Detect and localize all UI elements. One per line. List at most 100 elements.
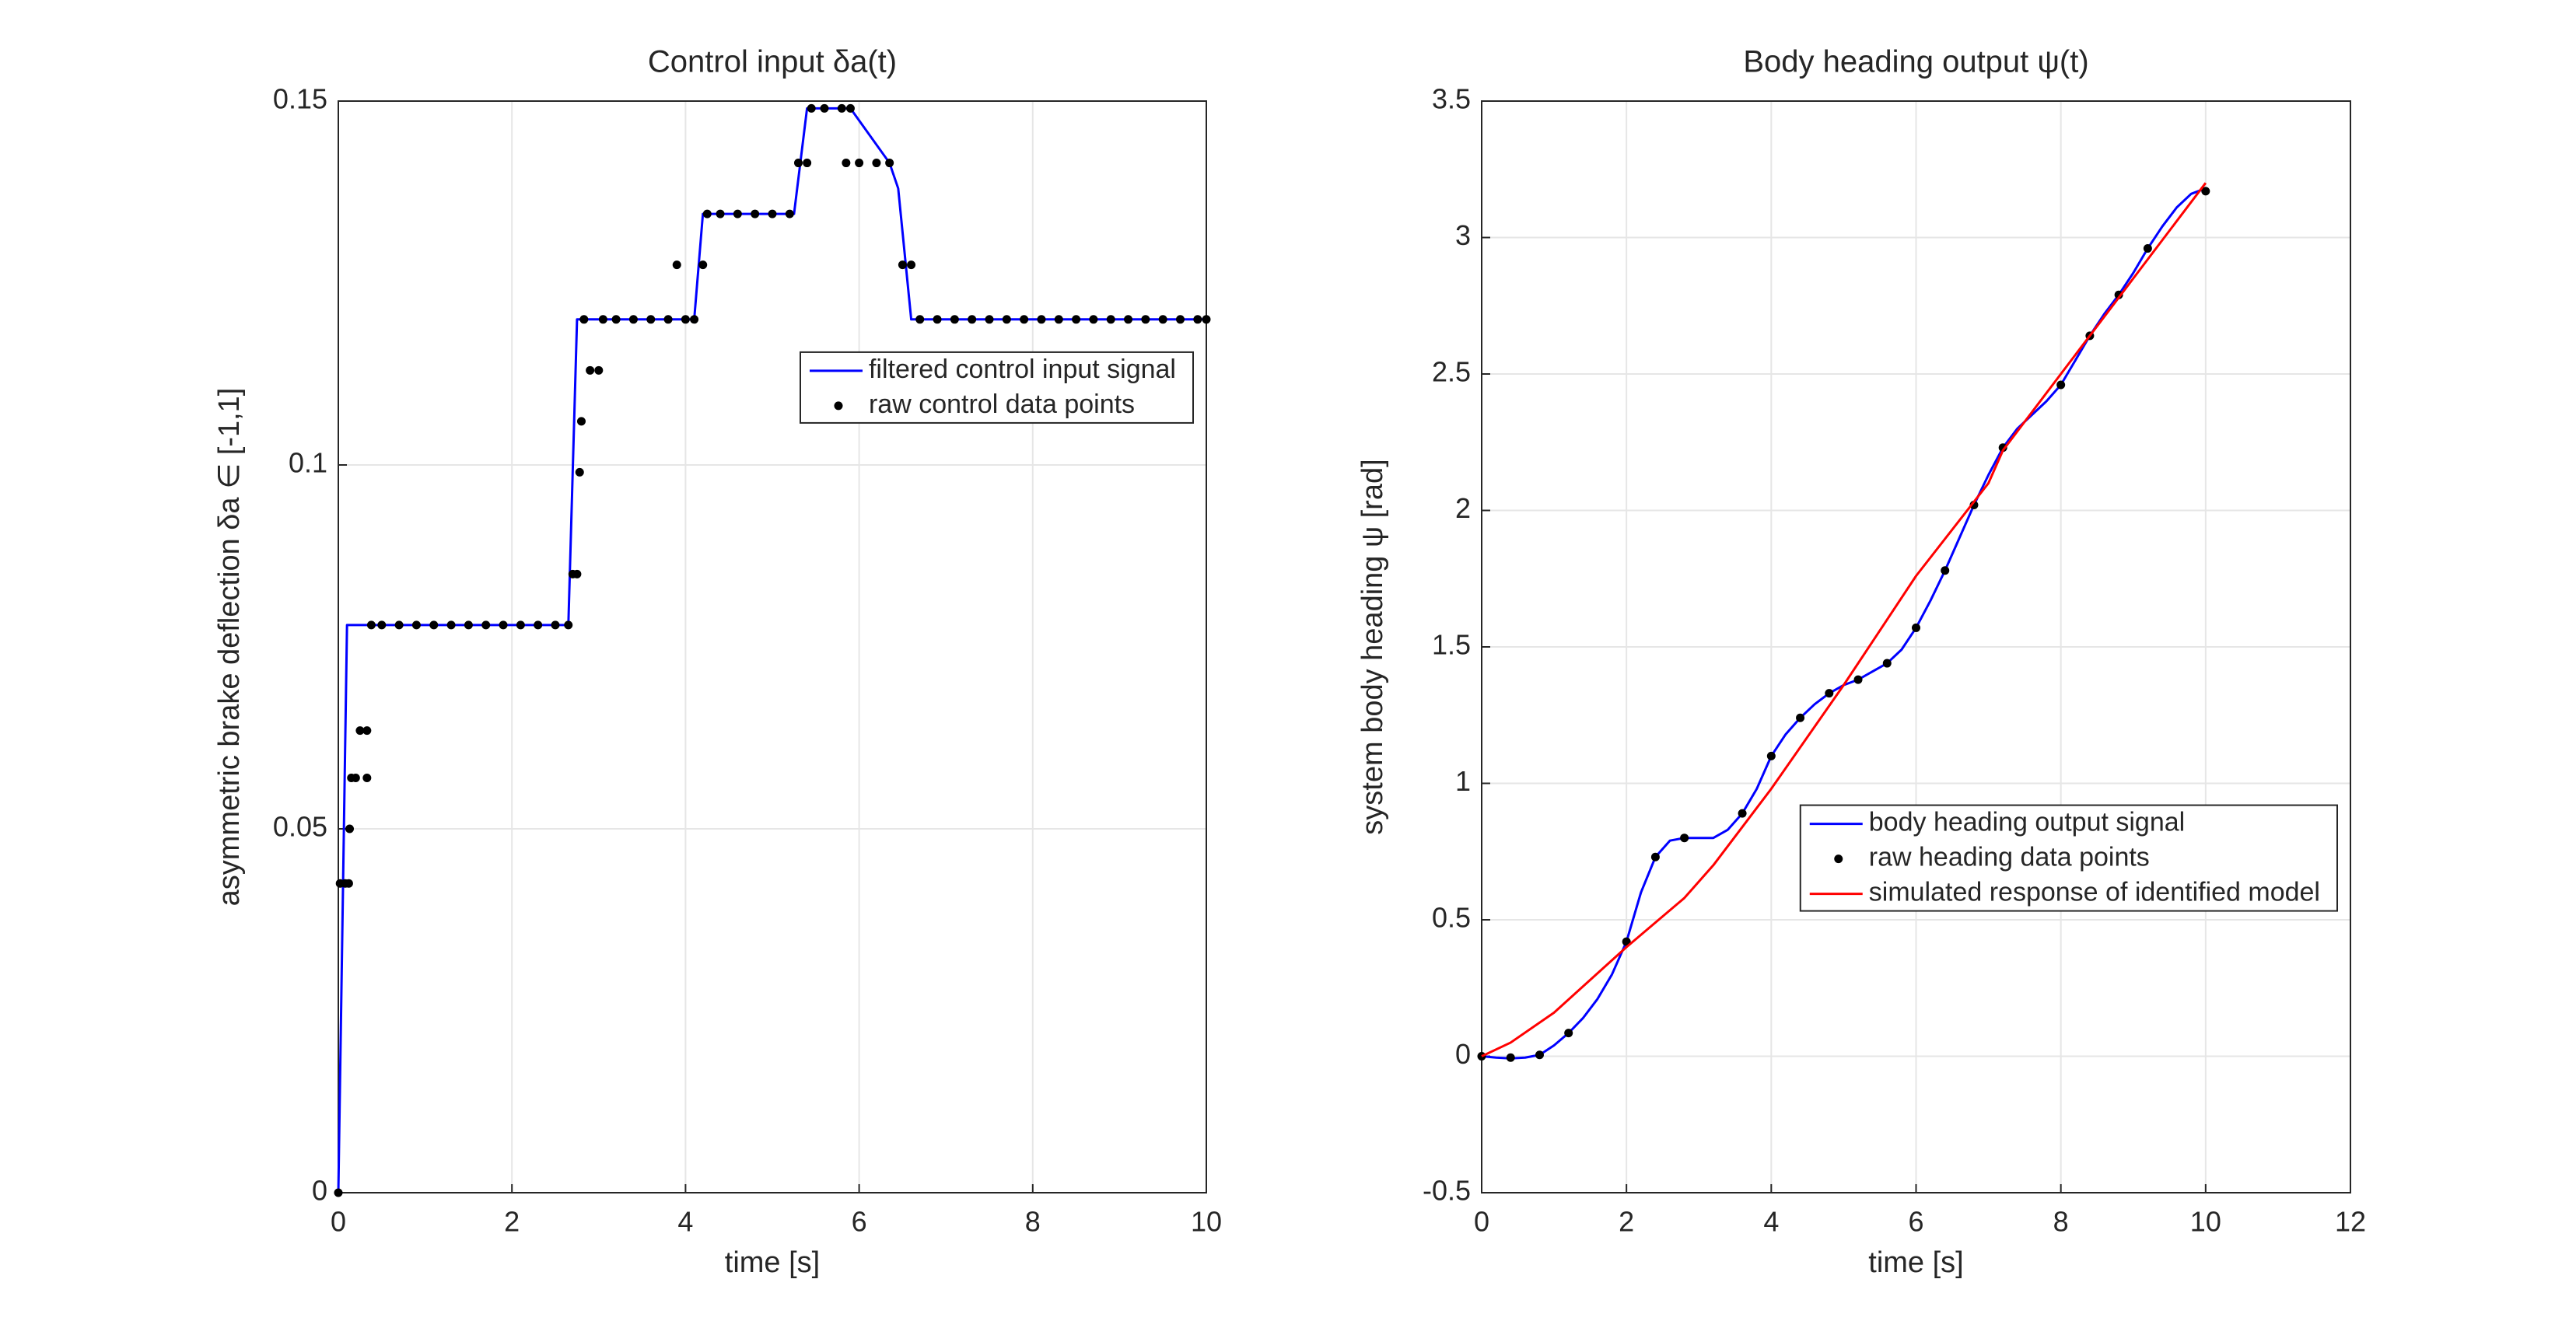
data-point <box>663 315 673 324</box>
data-point <box>499 620 508 630</box>
data-point <box>1882 659 1892 668</box>
legend-label: raw control data points <box>869 390 1135 419</box>
data-point <box>842 159 851 168</box>
legend-label: simulated response of identified model <box>1869 878 2320 907</box>
y-tick-label: 3 <box>1455 219 1471 251</box>
data-point <box>837 103 846 113</box>
data-point <box>646 315 656 324</box>
data-point <box>586 365 595 375</box>
data-point <box>872 159 881 168</box>
x-axis-label: time [s] <box>725 1246 820 1279</box>
y-tick-label: 0 <box>1455 1038 1471 1070</box>
x-tick-label: 4 <box>677 1206 693 1238</box>
data-point <box>534 620 543 630</box>
y-tick-label: 0.15 <box>273 83 327 115</box>
data-point <box>1680 833 1689 843</box>
data-point <box>598 315 607 324</box>
axes-frame <box>1481 100 2351 1193</box>
y-tick-label: 0.05 <box>273 811 327 843</box>
data-point <box>855 159 864 168</box>
data-point <box>968 315 977 324</box>
data-point <box>628 315 638 324</box>
x-tick-label: 8 <box>1025 1206 1041 1238</box>
data-point <box>950 315 959 324</box>
y-tick-label: 0.5 <box>1432 902 1471 934</box>
x-tick-label: 0 <box>1474 1206 1489 1238</box>
data-point <box>915 315 925 324</box>
data-point <box>1176 315 1185 324</box>
data-point <box>334 1188 343 1197</box>
data-point <box>572 569 582 578</box>
x-tick-label: 2 <box>504 1206 520 1238</box>
data-point <box>1202 315 1211 324</box>
data-point <box>345 824 355 833</box>
data-point <box>793 159 803 168</box>
data-point <box>362 773 372 782</box>
data-point <box>1037 315 1046 324</box>
x-tick-label: 0 <box>331 1206 346 1238</box>
data-point <box>716 209 725 218</box>
data-point <box>1564 1029 1573 1038</box>
data-point <box>1650 852 1660 861</box>
series-line <box>1481 182 2207 1057</box>
data-point <box>355 726 365 736</box>
legend-label: body heading output signal <box>1869 808 2185 837</box>
plot-area <box>338 101 1206 1193</box>
data-point <box>1738 809 1747 818</box>
data-point <box>576 417 586 426</box>
data-point <box>885 159 894 168</box>
data-point <box>2201 187 2210 196</box>
data-point <box>1535 1050 1544 1060</box>
x-axis-label: time [s] <box>1868 1246 1963 1279</box>
data-point <box>394 620 404 630</box>
axes-frame <box>338 100 1207 1193</box>
legend-box <box>799 351 1194 424</box>
data-point <box>377 620 387 630</box>
data-point <box>481 620 491 630</box>
y-tick-label: 2.5 <box>1432 356 1471 388</box>
legend-box <box>1799 804 2338 912</box>
y-axis-label: asymmetric brake deflection δa ∈ [-1,1] <box>213 388 246 907</box>
data-point <box>1825 689 1834 698</box>
data-point <box>733 209 742 218</box>
data-point <box>1141 315 1150 324</box>
data-point <box>807 103 816 113</box>
y-tick-label: 2 <box>1455 492 1471 524</box>
legend-label: raw heading data points <box>1869 843 2150 872</box>
data-point <box>429 620 439 630</box>
data-point <box>464 620 473 630</box>
legend-label: filtered control input signal <box>869 355 1176 384</box>
data-point <box>933 315 942 324</box>
data-point <box>1998 443 2007 453</box>
legend: body heading output signal raw heading da… <box>1799 804 2338 912</box>
data-point <box>2056 380 2066 390</box>
data-point <box>611 315 621 324</box>
data-point <box>362 726 372 736</box>
data-point <box>351 773 360 782</box>
data-point <box>1766 751 1776 760</box>
data-point <box>1124 315 1133 324</box>
data-point <box>690 315 699 324</box>
y-tick-label: -0.5 <box>1423 1175 1471 1207</box>
x-tick-label: 10 <box>2190 1206 2221 1238</box>
data-point <box>702 209 712 218</box>
x-tick-label: 2 <box>1619 1206 1634 1238</box>
data-point <box>551 620 560 630</box>
data-point <box>579 315 589 324</box>
data-point <box>785 209 794 218</box>
y-tick-label: 0.1 <box>289 447 327 479</box>
data-point <box>681 315 690 324</box>
data-point <box>698 260 708 270</box>
x-tick-label: 4 <box>1763 1206 1779 1238</box>
data-point <box>985 315 994 324</box>
data-point <box>1106 315 1115 324</box>
data-point <box>1941 566 1950 575</box>
legend-marker <box>1834 854 1843 864</box>
data-point <box>1020 315 1029 324</box>
data-point <box>672 260 681 270</box>
data-point <box>1089 315 1098 324</box>
data-point <box>1054 315 1063 324</box>
data-point <box>594 365 604 375</box>
x-tick-label: 6 <box>852 1206 867 1238</box>
y-tick-label: 3.5 <box>1432 83 1471 115</box>
